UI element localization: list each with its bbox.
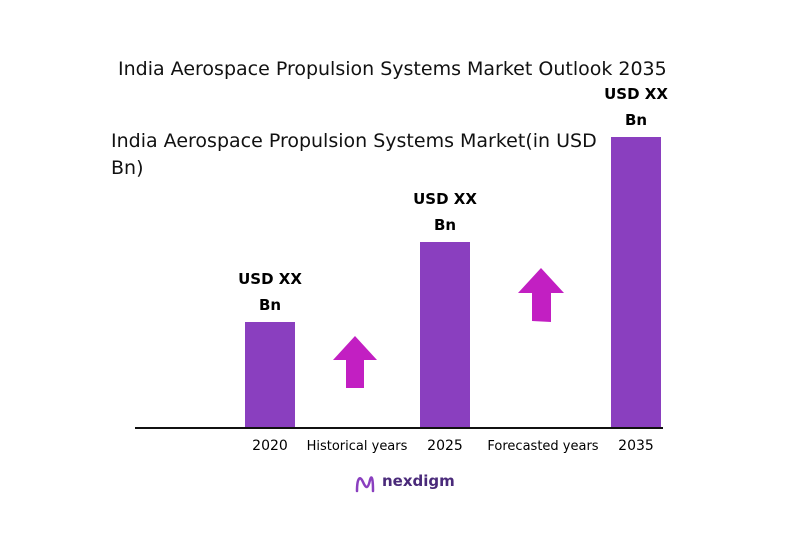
logo-text: nexdigm xyxy=(382,472,455,490)
value-label: USD XX Bn xyxy=(238,269,302,314)
value-label: USD XX Bn xyxy=(604,85,668,129)
logo-icon xyxy=(355,476,375,493)
arrow-up xyxy=(333,336,377,388)
value-label: USD XX Bn xyxy=(413,190,477,235)
x-tick-label: 2025 xyxy=(427,438,463,454)
x-tick-label: 2035 xyxy=(618,438,654,454)
chart-title: India Aerospace Propulsion Systems Marke… xyxy=(118,58,667,80)
baseline xyxy=(135,427,663,429)
annotation: Historical years xyxy=(306,439,408,454)
chart-subtitle: India Aerospace Propulsion Systems Marke… xyxy=(111,130,597,179)
x-tick-label: 2020 xyxy=(252,438,288,454)
arrow-up xyxy=(518,268,564,322)
bar xyxy=(245,321,295,427)
bar xyxy=(611,137,661,427)
annotation: Forecasted years xyxy=(487,439,599,454)
bar xyxy=(420,242,470,427)
